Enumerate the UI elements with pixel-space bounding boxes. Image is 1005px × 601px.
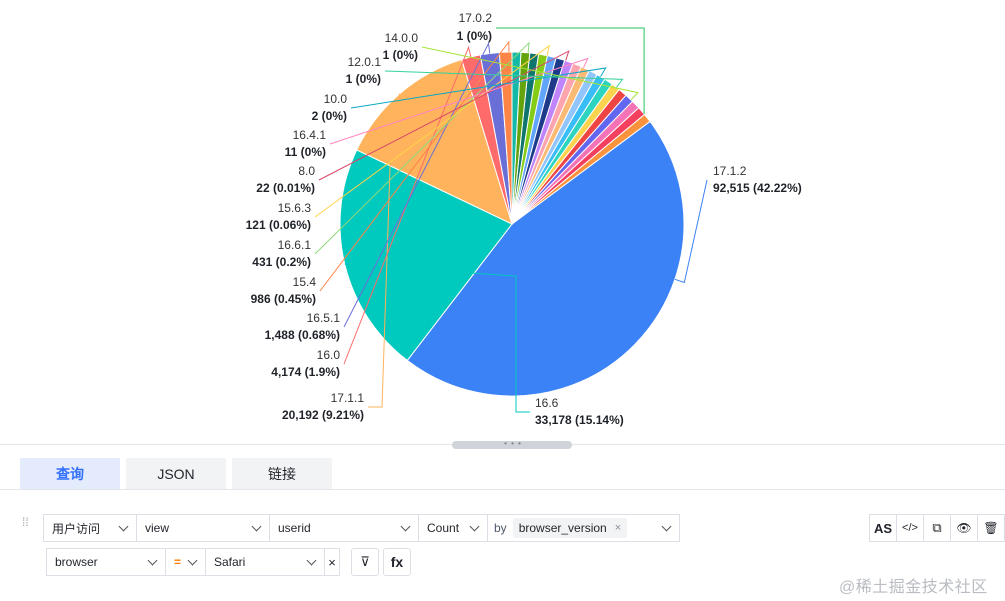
filter-value-select[interactable]: Safari xyxy=(205,548,325,576)
code-icon[interactable]: </> xyxy=(896,514,924,542)
slice-label-14-0-0: 14.0.0 xyxy=(385,31,419,45)
drag-dots-icon: • • • xyxy=(504,439,522,448)
slice-label-10-0: 10.0 xyxy=(324,92,348,106)
drag-grip-icon[interactable]: ⁞⁞ xyxy=(22,515,29,529)
fx-button[interactable]: fx xyxy=(383,548,411,576)
slice-value-14-0-0: 1 (0%) xyxy=(383,48,418,62)
slice-value-16-5-1: 1,488 (0.68%) xyxy=(265,328,340,342)
chevron-down-icon xyxy=(187,557,197,567)
slice-value-15-6-3: 121 (0.06%) xyxy=(246,218,311,232)
leader-line-10-0 xyxy=(350,67,607,109)
slice-label-15-6-3: 15.6.3 xyxy=(278,201,312,215)
filter-icon[interactable]: ⊽ xyxy=(351,548,379,576)
field-value: userid xyxy=(278,521,311,535)
event-select[interactable]: view xyxy=(136,514,270,542)
slice-label-15-4: 15.4 xyxy=(293,275,317,289)
slice-value-17-0-2: 1 (0%) xyxy=(457,29,492,43)
tab-json[interactable]: JSON xyxy=(126,458,226,489)
query-row: 用户访问 view userid Count by browser_versio… xyxy=(43,514,680,542)
leader-line-17-1-1 xyxy=(368,93,401,408)
group-by-select[interactable]: by browser_version × xyxy=(487,514,680,542)
tab-bar: 查询 JSON 链接 xyxy=(20,458,338,489)
leader-line-14-0-0 xyxy=(421,46,639,101)
slice-label-16-4-1: 16.4.1 xyxy=(293,128,327,142)
slice-value-16-6: 33,178 (15.14%) xyxy=(535,413,624,427)
aggregation-value: Count xyxy=(427,521,460,535)
leader-line-16-6-1 xyxy=(314,41,530,255)
filter-operator-select[interactable]: = xyxy=(165,548,206,576)
slice-label-17-0-2: 17.0.2 xyxy=(459,11,493,25)
resize-handle[interactable] xyxy=(452,441,572,449)
leader-line-12-0-1 xyxy=(384,70,624,88)
leader-line-16-6 xyxy=(344,263,530,413)
copy-icon[interactable]: ⧉ xyxy=(923,514,951,542)
chevron-down-icon xyxy=(306,557,316,567)
filter-operator-value: = xyxy=(174,555,182,569)
filter-field-value: browser xyxy=(55,555,98,569)
slice-label-8-0: 8.0 xyxy=(298,164,315,178)
slice-value-15-4: 986 (0.45%) xyxy=(251,292,316,306)
chevron-down-icon xyxy=(469,523,479,533)
filter-field-select[interactable]: browser xyxy=(46,548,166,576)
slice-label-16-0: 16.0 xyxy=(317,348,341,362)
tab-query[interactable]: 查询 xyxy=(20,458,120,489)
slice-label-17-1-2: 17.1.2 xyxy=(713,164,747,178)
chevron-down-icon xyxy=(400,523,410,533)
alias-button[interactable]: AS xyxy=(869,514,897,542)
aggregation-select[interactable]: Count xyxy=(418,514,488,542)
leader-line-16-4-1 xyxy=(329,57,589,145)
slice-label-16-6-1: 16.6.1 xyxy=(278,238,312,252)
pie-chart: 17.1.2 92,515 (42.22%) 16.6 33,178 (15.14%)… xyxy=(246,11,802,427)
group-by-tag-label: browser_version xyxy=(518,521,607,535)
tag-remove-icon[interactable]: × xyxy=(614,522,622,534)
leader-line-15-4 xyxy=(319,40,510,292)
filter-row: browser = Safari × xyxy=(46,548,340,576)
slice-value-8-0: 22 (0.01%) xyxy=(256,181,315,195)
leader-line-16-0 xyxy=(343,45,472,365)
chevron-down-icon xyxy=(251,523,261,533)
eye-icon[interactable]: 👁 xyxy=(950,514,978,542)
field-select[interactable]: userid xyxy=(269,514,419,542)
filter-value: Safari xyxy=(214,555,246,569)
slice-label-12-0-1: 12.0.1 xyxy=(348,55,382,69)
event-value: view xyxy=(145,521,170,535)
filter-clear-button[interactable]: × xyxy=(324,548,340,576)
pie-chart-svg: 17.1.2 92,515 (42.22%) 16.6 33,178 (15.14%)… xyxy=(246,11,802,427)
pie-slice-other-18[interactable] xyxy=(511,51,522,225)
chevron-down-icon xyxy=(147,557,157,567)
watermark: @稀土掘金技术社区 xyxy=(839,579,988,596)
slice-value-17-1-2: 92,515 (42.22%) xyxy=(713,181,802,195)
leader-line-17-1-2 xyxy=(674,179,708,284)
event-group-value: 用户访问 xyxy=(52,521,101,536)
chevron-down-icon xyxy=(118,523,128,533)
group-by-tag: browser_version × xyxy=(512,518,628,538)
slice-value-16-4-1: 11 (0%) xyxy=(285,145,326,159)
by-label: by xyxy=(494,521,507,535)
chevron-down-icon xyxy=(661,523,671,533)
slice-value-12-0-1: 1 (0%) xyxy=(346,72,381,86)
leader-line-16-5-1 xyxy=(343,41,491,328)
slice-value-10-0: 2 (0%) xyxy=(312,109,347,123)
slice-value-16-6-1: 431 (0.2%) xyxy=(252,255,311,269)
slice-value-17-1-1: 20,192 (9.21%) xyxy=(282,408,364,422)
slice-label-17-1-1: 17.1.1 xyxy=(331,391,365,405)
query-toolbar: AS </> ⧉ 👁 🗑 xyxy=(869,514,1005,542)
tab-link[interactable]: 链接 xyxy=(232,458,332,489)
pie-slice-16-6[interactable] xyxy=(339,149,513,362)
slice-value-16-0: 4,174 (1.9%) xyxy=(271,365,340,379)
leader-line-17-0-2 xyxy=(496,27,645,114)
event-group-select[interactable]: 用户访问 xyxy=(43,514,137,542)
slice-label-16-5-1: 16.5.1 xyxy=(307,311,341,325)
leader-line-15-6-3 xyxy=(314,44,550,218)
leader-line-8-0 xyxy=(318,50,570,181)
tabs-underline xyxy=(0,489,1005,490)
slice-label-16-6: 16.6 xyxy=(535,396,559,410)
trash-icon[interactable]: 🗑 xyxy=(977,514,1005,542)
